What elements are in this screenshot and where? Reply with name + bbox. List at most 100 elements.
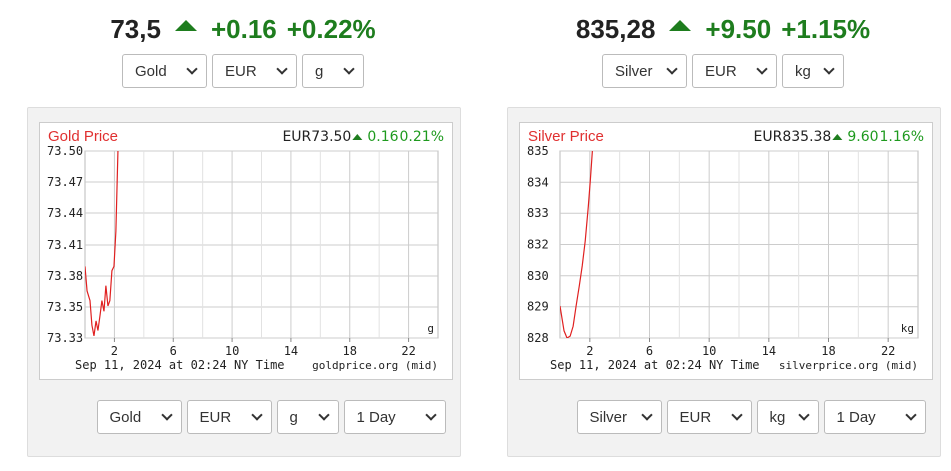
dropdown-value: Silver (615, 62, 653, 80)
y-tick-label: 73.41 (47, 238, 83, 252)
dropdown-value: EUR (199, 408, 232, 426)
price-widget: 835,28 +9.50 +1.15% Silver EUR kg Silver EUR kg 1… (480, 0, 951, 471)
x-tick-label: 18 (343, 344, 357, 358)
dropdown[interactable]: EUR (212, 54, 297, 88)
select-row: Gold EUR g (0, 54, 486, 88)
select-row: Silver EUR kg 1 Day (508, 400, 951, 434)
price: 835,28 (575, 14, 656, 44)
dropdown-value: Gold (109, 408, 142, 426)
dropdown-arrow (730, 409, 743, 421)
unit-label: g (427, 322, 434, 335)
y-tick-label: 73.33 (47, 331, 83, 345)
change: +9.50 (705, 14, 772, 44)
chart-panel: Silver EUR kg 1 Day Silver Price 1.16% 9.60 EUR… (507, 107, 941, 457)
chart-title: Silver Price (528, 128, 604, 145)
y-tick-label: 828 (527, 331, 549, 345)
dropdown[interactable]: EUR (666, 400, 752, 434)
dropdown[interactable]: Silver (576, 400, 662, 434)
dropdown-value: 1 Day (356, 408, 396, 426)
dropdown-arrow (666, 63, 678, 75)
dropdown-value: EUR (679, 408, 712, 426)
x-tick-label: 10 (702, 344, 716, 358)
price-line (560, 151, 593, 338)
dropdown[interactable]: Silver (602, 54, 687, 88)
dropdown-value: Silver (589, 408, 628, 426)
up-arrow (669, 20, 692, 31)
unit-label: kg (901, 322, 914, 335)
dropdown-arrow (756, 63, 768, 75)
y-tick-label: 830 (527, 269, 549, 283)
x-tick-label: 14 (762, 344, 776, 358)
up-arrow (352, 134, 363, 140)
select-row: Silver EUR kg (480, 54, 951, 88)
dropdown[interactable]: kg (756, 400, 819, 434)
dropdown[interactable]: g (276, 400, 339, 434)
chart-change: 9.60 (847, 129, 878, 145)
price: 73,5 (110, 14, 161, 44)
chart: Gold Price 0.21%0.16 EUR73.50 73.50 73.47 73.… (39, 122, 453, 380)
price-header: 73,5 +0.16 +0.22% (0, 14, 486, 45)
dropdown-value: 1 Day (836, 408, 876, 426)
dropdown[interactable]: EUR (692, 54, 777, 88)
y-tick-label: 833 (527, 206, 549, 220)
dropdown-arrow (160, 409, 173, 421)
select-row: Gold EUR g 1 Day (28, 400, 514, 434)
x-tick-label: 22 (401, 344, 415, 358)
dropdown-value: g (289, 408, 298, 426)
dropdown-arrow (904, 409, 917, 421)
chart-change: 0.16 (367, 129, 398, 145)
x-tick-label: 2 (111, 344, 118, 358)
dropdown-arrow (640, 409, 653, 421)
dropdown[interactable]: 1 Day (823, 400, 926, 434)
change-percent: +0.22% (286, 14, 376, 44)
dropdown-arrow (317, 409, 330, 421)
y-tick-label: 73.47 (47, 175, 83, 189)
chart-date: Sep 11, 2024 at 02:24 NY Time (550, 358, 760, 372)
dropdown-arrow (424, 409, 437, 421)
dropdown-arrow (823, 63, 835, 75)
x-tick-label: 22 (881, 344, 895, 358)
chart-panel: Gold EUR g 1 Day Gold Price 0.21% 0.16 EUR73.50… (27, 107, 461, 457)
dropdown-value: EUR (225, 62, 257, 80)
y-tick-label: 829 (527, 300, 549, 314)
x-tick-label: 14 (284, 344, 298, 358)
dropdown[interactable]: EUR (186, 400, 272, 434)
dropdown[interactable]: Gold (96, 400, 182, 434)
dropdown-value: EUR (705, 62, 737, 80)
chart-price: EUR73.50 (282, 129, 351, 145)
y-tick-label: 832 (527, 238, 549, 252)
chart-source: goldprice.org (mid) (312, 359, 438, 372)
price-header: 835,28 +9.50 +1.15% (480, 14, 951, 45)
price-widget: 73,5 +0.16 +0.22% Gold EUR g Gold EUR g 1 Day Gold… (0, 14, 486, 457)
y-tick-label: 835 (527, 144, 549, 158)
dropdown[interactable]: g (302, 54, 364, 88)
x-tick-label: 18 (821, 344, 835, 358)
y-tick-label: 73.38 (47, 269, 83, 283)
dropdown-arrow (276, 63, 288, 75)
dropdown[interactable]: 1 Day (343, 400, 446, 434)
dropdown-value: Gold (135, 62, 167, 80)
dropdown[interactable]: kg (782, 54, 844, 88)
dropdown-value: g (315, 62, 324, 80)
dropdown-value: kg (769, 408, 786, 426)
x-tick-label: 10 (225, 344, 239, 358)
price-line (85, 151, 119, 336)
y-tick-label: 73.44 (47, 206, 83, 220)
up-arrow (174, 20, 197, 31)
y-tick-label: 73.50 (47, 144, 83, 158)
dropdown-arrow (343, 63, 355, 75)
x-tick-label: 6 (646, 344, 653, 358)
chart-source: silverprice.org (mid) (779, 359, 918, 372)
chart-change-percent: 0.21% (400, 129, 444, 145)
dropdown-arrow (250, 409, 263, 421)
dropdown-arrow (186, 63, 198, 75)
y-tick-label: 834 (527, 175, 549, 189)
chart-date: Sep 11, 2024 at 02:24 NY Time (75, 358, 285, 372)
change-percent: +1.15% (781, 14, 871, 44)
dropdown-value: kg (795, 62, 811, 80)
chart-title: Gold Price (48, 128, 118, 145)
dropdown[interactable]: Gold (122, 54, 207, 88)
y-tick-label: 73.35 (47, 300, 83, 314)
x-tick-label: 6 (170, 344, 177, 358)
